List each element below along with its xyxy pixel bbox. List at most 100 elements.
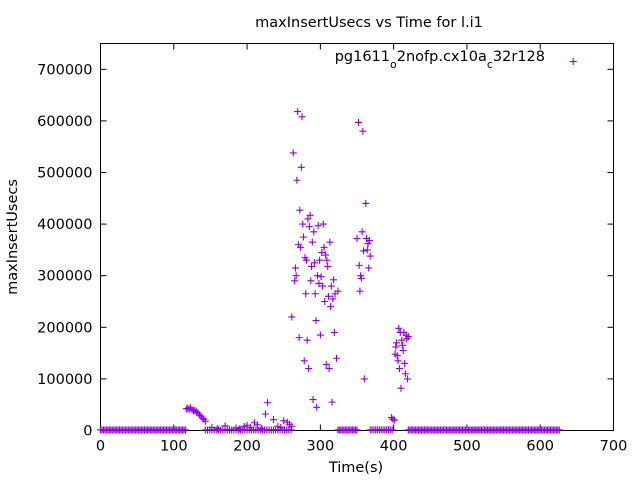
data-point — [389, 415, 397, 423]
legend-label-subscript: c — [487, 58, 493, 71]
data-point — [325, 365, 333, 373]
x-tick-label: 500 — [453, 439, 481, 455]
data-point — [399, 347, 407, 355]
data-point — [182, 426, 190, 434]
data-point — [320, 243, 328, 251]
legend-label: pg1611o2nofp.cx10ac32r128 — [335, 49, 545, 71]
data-point — [308, 262, 316, 270]
data-point — [394, 357, 402, 365]
data-point — [297, 243, 305, 251]
data-point — [317, 273, 325, 281]
data-point — [274, 422, 282, 430]
data-point — [401, 370, 409, 378]
data-point — [353, 235, 361, 243]
y-tick-label: 200000 — [37, 320, 92, 336]
chart-title: maxInsertUsecs vs Time for l.i1 — [255, 15, 483, 31]
x-tick-label: 200 — [233, 439, 261, 455]
data-point — [198, 414, 206, 422]
data-point — [291, 264, 299, 272]
data-point — [404, 333, 412, 341]
data-point — [302, 256, 310, 264]
x-tick-label: 0 — [96, 439, 105, 455]
data-point — [280, 417, 288, 425]
y-tick-label: 600000 — [37, 114, 92, 130]
data-point — [232, 424, 240, 432]
data-point — [303, 336, 311, 344]
y-tick-label: 700000 — [37, 62, 92, 78]
data-point — [398, 341, 406, 349]
data-point — [312, 317, 320, 325]
data-point — [310, 228, 318, 236]
data-point — [398, 336, 406, 344]
data-point — [316, 256, 324, 264]
data-point — [326, 238, 334, 246]
data-point — [401, 359, 409, 367]
legend-label-part: 2nofp.cx10a — [397, 49, 487, 65]
x-axis-label: Time(s) — [328, 460, 383, 476]
data-point — [353, 426, 361, 434]
data-point — [393, 339, 401, 347]
data-point — [314, 222, 322, 230]
data-point — [330, 276, 338, 284]
data-point — [240, 422, 248, 430]
data-point — [261, 410, 269, 418]
data-point — [305, 223, 313, 231]
x-tick-label: 300 — [307, 439, 335, 455]
data-point — [253, 421, 261, 429]
data-point — [355, 261, 363, 269]
data-point — [322, 360, 330, 368]
data-point — [297, 163, 305, 171]
data-point — [294, 108, 302, 116]
data-point — [307, 277, 315, 285]
data-point — [366, 252, 374, 260]
data-point — [236, 425, 244, 433]
data-points — [97, 58, 577, 434]
data-point — [321, 298, 329, 305]
data-point — [395, 324, 403, 332]
data-point — [390, 416, 398, 424]
data-point — [292, 272, 300, 280]
data-point — [323, 256, 331, 264]
data-point — [287, 426, 295, 434]
data-point — [291, 277, 299, 285]
data-point — [327, 303, 335, 311]
data-point — [330, 328, 338, 336]
legend-label-part: pg1611 — [335, 49, 390, 65]
data-point — [214, 424, 222, 432]
y-tick-label: 500000 — [37, 166, 92, 182]
y-tick-label: 100000 — [37, 372, 92, 388]
data-point — [289, 149, 297, 157]
x-tick-label: 400 — [380, 439, 408, 455]
data-point — [208, 423, 216, 431]
data-point — [295, 334, 303, 342]
data-point — [309, 396, 317, 404]
data-point — [319, 282, 327, 290]
data-point — [555, 426, 563, 434]
data-point — [321, 251, 329, 259]
data-point — [318, 248, 326, 256]
data-point — [299, 220, 307, 228]
data-point — [319, 220, 327, 228]
data-point — [332, 354, 340, 362]
data-point — [300, 357, 308, 365]
data-point — [293, 176, 301, 184]
data-point — [360, 375, 368, 383]
data-point — [310, 259, 318, 267]
data-point — [324, 292, 332, 300]
data-point — [195, 411, 203, 419]
data-point — [201, 417, 209, 425]
data-point — [388, 426, 396, 434]
data-point — [264, 399, 272, 407]
data-point — [396, 365, 404, 373]
data-point — [316, 331, 324, 339]
legend-marker — [569, 58, 577, 66]
data-point — [247, 423, 255, 431]
data-point — [329, 295, 337, 303]
data-point — [243, 421, 251, 429]
data-point — [304, 215, 312, 223]
data-point — [397, 384, 405, 392]
data-point — [305, 365, 313, 373]
data-point — [363, 246, 371, 254]
data-point — [334, 287, 342, 295]
data-point — [359, 127, 367, 135]
